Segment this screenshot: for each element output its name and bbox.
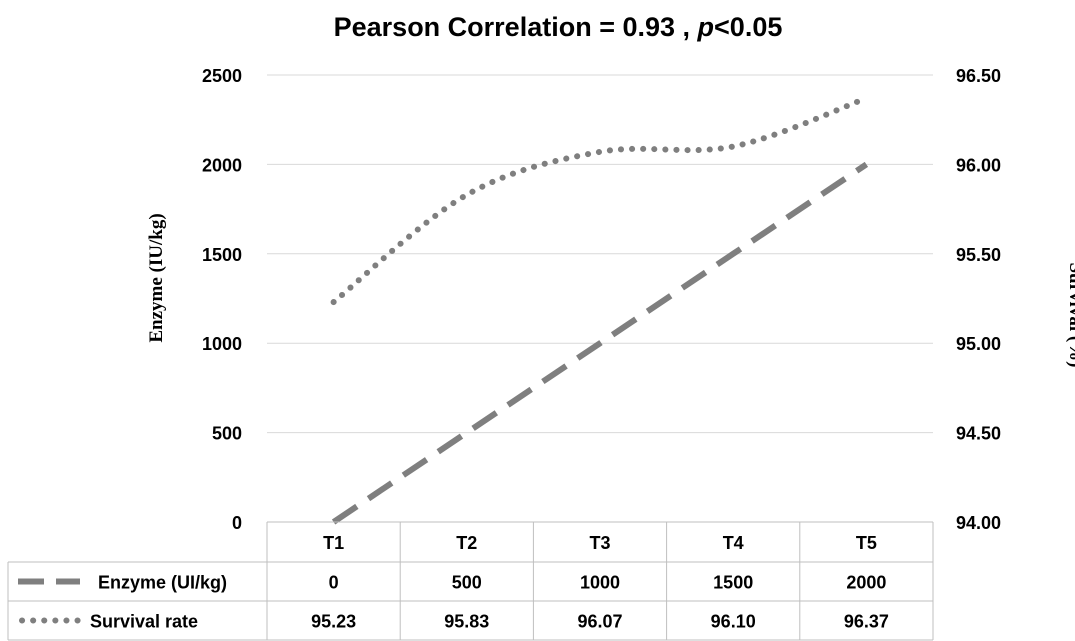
data-label: 95.83 (444, 612, 489, 632)
legend-label: Survival rate (90, 612, 198, 632)
category-label: T2 (456, 533, 477, 553)
y-tick-label: 500 (212, 424, 242, 444)
y-tick-label: 2500 (202, 66, 242, 86)
y-tick-label: 0 (232, 513, 242, 533)
y-right-tick-label: 95.00 (956, 334, 1001, 354)
data-label: 95.23 (311, 612, 356, 632)
y-right-tick-label: 95.50 (956, 245, 1001, 265)
chart-title: Pearson Correlation = 0.93 , p<0.05 (334, 12, 783, 42)
data-label: 96.07 (577, 612, 622, 632)
data-label: 0 (329, 573, 339, 593)
y-tick-label: 1500 (202, 245, 242, 265)
legend-label: Enzyme (UI/kg) (98, 573, 227, 593)
y-tick-label: 1000 (202, 334, 242, 354)
y-right-tick-label: 94.50 (956, 424, 1001, 444)
data-label: 500 (452, 573, 482, 593)
data-label: 2000 (846, 573, 886, 593)
category-label: T1 (323, 533, 344, 553)
y-right-tick-label: 96.50 (956, 66, 1001, 86)
series-line-enzyme (331, 161, 869, 525)
category-label: T5 (856, 533, 877, 553)
y-right-tick-label: 94.00 (956, 513, 1001, 533)
category-label: T4 (723, 533, 744, 553)
y-axis-right-title: Survival (%) (1065, 262, 1075, 367)
data-label: 96.10 (711, 612, 756, 632)
series-line-survival (330, 95, 870, 306)
category-label: T3 (589, 533, 610, 553)
y-axis-title: Enzyme (IU/kg) (146, 213, 167, 342)
y-right-tick-label: 96.00 (956, 155, 1001, 175)
y-tick-label: 2000 (202, 155, 242, 175)
data-label: 1500 (713, 573, 753, 593)
data-label: 1000 (580, 573, 620, 593)
data-label: 96.37 (844, 612, 889, 632)
